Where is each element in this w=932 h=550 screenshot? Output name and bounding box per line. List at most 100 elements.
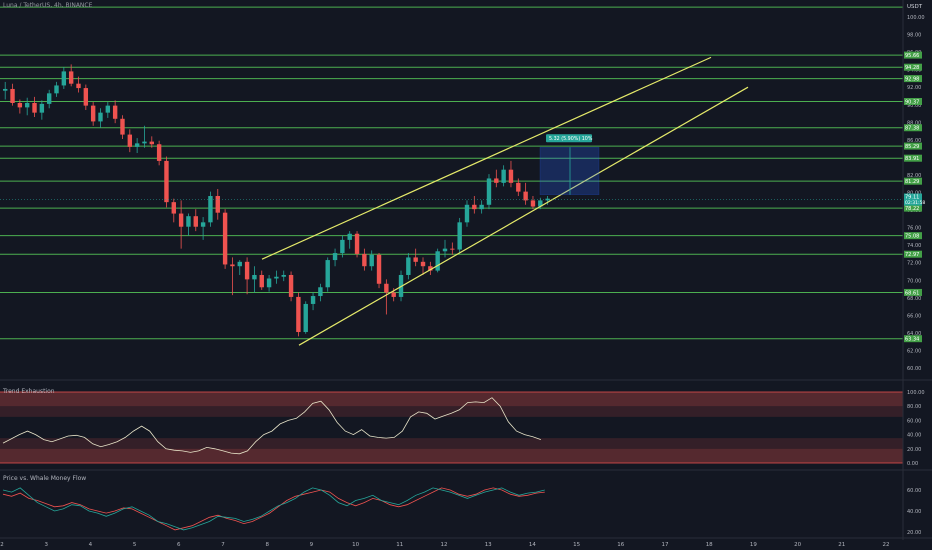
candle-body[interactable] (332, 253, 338, 261)
candle-body[interactable] (237, 261, 242, 267)
candle-body[interactable] (127, 134, 133, 147)
candle-body[interactable] (406, 257, 411, 275)
candle-body[interactable] (310, 296, 316, 304)
candle-body[interactable] (435, 251, 440, 271)
oversold-zone-soft (0, 438, 903, 449)
candle-body[interactable] (413, 257, 418, 262)
candle-body[interactable] (369, 254, 374, 267)
candle-body[interactable] (178, 213, 184, 227)
price-tick-label: 74.00 (907, 243, 921, 249)
candle-body[interactable] (193, 216, 198, 227)
countdown-label: 02:31:58 (905, 200, 925, 206)
candle-body[interactable] (303, 303, 308, 333)
candle-body[interactable] (530, 200, 536, 207)
candle-body[interactable] (296, 296, 301, 333)
overbought-zone-soft (0, 406, 903, 417)
candle-body[interactable] (523, 191, 528, 201)
candle-body[interactable] (230, 264, 235, 267)
candle-body[interactable] (186, 216, 191, 227)
candle-body[interactable] (24, 102, 30, 108)
candle-body[interactable] (259, 274, 264, 288)
measure-box[interactable] (539, 147, 600, 195)
candle-body[interactable] (105, 105, 111, 113)
candle-body[interactable] (340, 239, 345, 254)
candle-body[interactable] (457, 222, 462, 250)
candle-body[interactable] (149, 141, 154, 145)
candle-body[interactable] (384, 283, 389, 293)
candle-body[interactable] (347, 233, 352, 240)
candle-body[interactable] (61, 71, 67, 86)
level-price-label: 92.98 (905, 77, 919, 83)
candle-body[interactable] (508, 169, 514, 183)
candle-body[interactable] (391, 292, 396, 297)
candle-body[interactable] (362, 253, 367, 267)
price-tick-label: 100.00 (907, 15, 925, 21)
candle-body[interactable] (428, 266, 433, 271)
candle-body[interactable] (46, 93, 52, 104)
candle-body[interactable] (479, 204, 484, 210)
trend-exhaustion-panel[interactable] (0, 391, 903, 464)
level-price-tag (904, 98, 922, 106)
candle-body[interactable] (274, 276, 279, 279)
candle-body[interactable] (545, 198, 550, 201)
candle-body[interactable] (376, 254, 382, 284)
trend-exhaustion-line[interactable] (2, 397, 542, 455)
candle-body[interactable] (134, 143, 140, 147)
price-flow-line[interactable] (2, 487, 545, 531)
level-price-label: 78.22 (905, 206, 919, 212)
candle-body[interactable] (266, 278, 272, 288)
candle-body[interactable] (450, 248, 455, 250)
candle-body[interactable] (17, 102, 23, 108)
candle-body[interactable] (171, 202, 176, 214)
candle-body[interactable] (354, 233, 360, 254)
candle-body[interactable] (200, 222, 206, 227)
x-axis-label: 22 (883, 542, 890, 548)
candle-body[interactable] (244, 261, 250, 280)
candle-body[interactable] (142, 141, 147, 144)
candle-body[interactable] (252, 274, 257, 280)
candle-body[interactable] (538, 200, 543, 207)
x-axis-label: 14 (529, 542, 536, 548)
candle-body[interactable] (164, 160, 169, 203)
candle-body[interactable] (156, 144, 162, 161)
candle-body[interactable] (120, 118, 125, 135)
candle-body[interactable] (215, 196, 220, 213)
candle-body[interactable] (288, 274, 294, 297)
candle-body[interactable] (516, 182, 521, 192)
candle-body[interactable] (442, 248, 448, 252)
candle-body[interactable] (68, 71, 74, 84)
level-price-tag (904, 335, 922, 343)
candle-body[interactable] (10, 88, 15, 103)
candle-body[interactable] (32, 102, 37, 113)
candle-body[interactable] (501, 169, 506, 183)
candle-body[interactable] (98, 112, 103, 122)
price-tick-label: 90.00 (907, 103, 921, 109)
x-axis-label: 7 (221, 542, 225, 548)
whale-money-flow-panel[interactable] (2, 487, 545, 531)
candle-body[interactable] (3, 88, 8, 91)
candle-body[interactable] (464, 204, 470, 223)
price-panel[interactable]: 5.32 (5.90%) 10% (0, 6, 903, 346)
price-tick-label: 76.00 (907, 226, 921, 232)
price-tick-label: 80.00 (907, 191, 921, 197)
candle-body[interactable] (54, 85, 59, 94)
whale-flow-line[interactable] (2, 487, 545, 531)
candle-body[interactable] (420, 261, 426, 267)
candle-body[interactable] (90, 105, 96, 122)
candle-body[interactable] (318, 287, 323, 297)
candle-body[interactable] (486, 178, 492, 205)
candle-body[interactable] (83, 88, 89, 106)
candle-body[interactable] (472, 204, 477, 210)
candle-body[interactable] (208, 196, 213, 223)
candle-body[interactable] (112, 105, 118, 119)
candle-body[interactable] (39, 103, 45, 113)
channel-upper-line[interactable] (261, 56, 712, 260)
x-axis-label: 8 (265, 542, 269, 548)
channel-lower-line[interactable] (298, 86, 749, 346)
candle-body[interactable] (325, 260, 330, 288)
candle-body[interactable] (76, 83, 81, 89)
candle-body[interactable] (494, 178, 499, 183)
candle-body[interactable] (222, 212, 228, 265)
candle-body[interactable] (281, 274, 286, 277)
